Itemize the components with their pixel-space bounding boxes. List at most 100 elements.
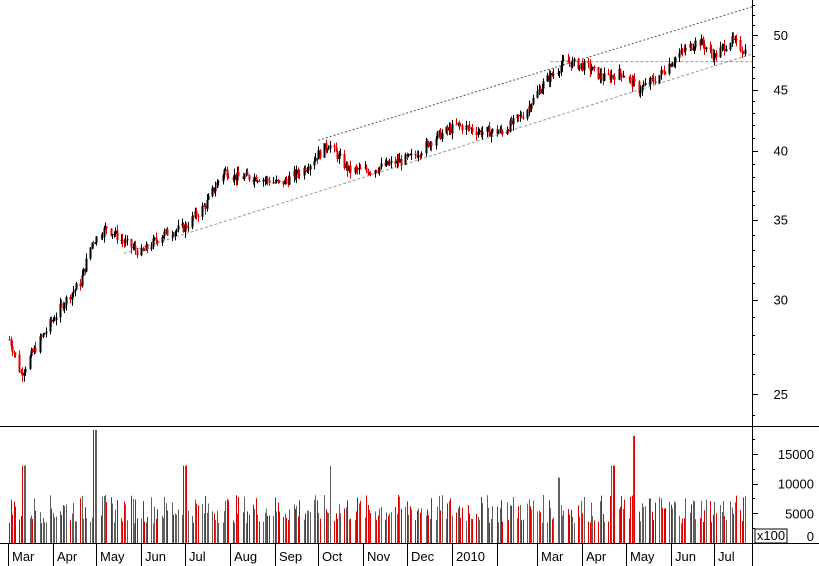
price-candle-body [471,128,474,132]
price-candle-body [536,91,539,98]
price-candle-body [694,40,697,48]
price-candle-body [542,81,545,89]
price-candle-body [500,128,503,132]
price-candle-body [243,175,246,180]
price-candle-body [488,126,491,137]
price-candle-body [298,173,301,176]
price-candle-body [560,66,563,73]
price-candle-body [81,275,84,287]
price-candle-body [65,297,68,305]
price-candle-body [654,81,657,83]
price-candle-body [417,155,420,158]
price-candle-body [658,75,661,83]
price-candle-body [663,70,666,74]
price-candle-body [638,81,641,94]
price-candle-body [130,239,133,248]
price-candle-body [709,47,712,49]
price-candle-body [339,154,342,156]
price-candle-body [248,175,251,180]
price-candle-body [304,167,307,172]
price-tick-label: 30 [774,293,788,308]
price-candle-body [42,333,45,337]
x-tick-label: Apr [57,549,78,564]
price-candle-body [216,182,219,188]
x-tick-label: Jul [718,549,735,564]
price-candle-body [317,150,320,160]
price-candle-body [303,167,306,176]
price-candle-body [568,62,571,64]
price-candle-body [380,163,383,168]
x-tick-label: Aug [234,549,257,564]
price-candle-body [152,238,155,247]
price-candle-body [481,131,484,135]
price-candle-body [111,234,114,236]
price-candle-body [549,72,552,82]
price-candle-body [710,48,713,54]
price-candle-body [587,61,590,63]
x-tick-label: Apr [586,549,607,564]
price-candle-body [526,110,529,119]
price-candle-body [105,226,108,229]
price-candle-body [735,38,738,40]
price-candle-body [319,150,322,158]
price-candle-body [314,158,317,162]
price-candle-body [224,169,227,171]
price-candle-body [739,39,742,51]
price-candle-body [233,174,236,180]
price-candle-body [206,199,209,209]
price-candle-body [467,125,470,127]
price-candle-body [729,43,732,50]
price-candle-body [367,170,370,175]
price-candle-body [404,154,407,165]
price-candle-body [668,63,671,74]
price-candle-body [725,49,728,52]
price-candle-body [134,246,137,251]
price-candle-body [475,131,478,135]
x-tick-label: Nov [367,549,391,564]
price-candle-body [163,231,166,237]
x-tick-label: May [630,549,655,564]
price-candle-body [327,148,330,150]
price-candle-body [394,160,397,164]
price-candle-body [326,149,329,151]
price-candle-body [427,141,430,147]
price-panel [8,6,753,382]
price-candle-body [607,73,610,75]
volume-bars [9,430,746,543]
price-candle-body [375,170,378,172]
price-candle-body [642,85,645,87]
price-candle-body [278,180,281,182]
price-candle-body [374,170,377,174]
price-candle-body [185,224,188,228]
x-tick-label: Jul [189,549,206,564]
price-candle-body [664,73,667,75]
price-candle-body [59,303,62,318]
price-candle-body [692,49,695,51]
price-candle-body [306,170,309,172]
price-candle-body [649,77,652,85]
price-candle-body [60,303,63,305]
price-candle-body [50,319,53,322]
price-candle-body [441,133,444,140]
price-tick-label: 40 [774,144,788,159]
price-candle-body [349,165,352,173]
volume-tick-label: 10000 [778,477,814,492]
price-candle-body [246,172,249,176]
price-candle-body [140,248,143,256]
price-candle-body [398,158,401,163]
volume-tick-label: 15000 [778,447,814,462]
price-candle-body [253,176,256,182]
price-candle-body [309,165,312,170]
price-candle-body [619,69,622,74]
price-candle-body [136,250,139,256]
price-tick-label: 35 [774,213,788,228]
price-candle-body [620,73,623,77]
price-candle-body [297,169,300,174]
price-candle-body [681,49,684,51]
volume-panel [9,430,746,543]
price-candle-body [715,53,718,58]
price-candle-body [591,66,594,71]
price-candle-body [678,53,681,58]
x-tick-label: Oct [322,549,343,564]
price-candle-body [449,127,452,134]
